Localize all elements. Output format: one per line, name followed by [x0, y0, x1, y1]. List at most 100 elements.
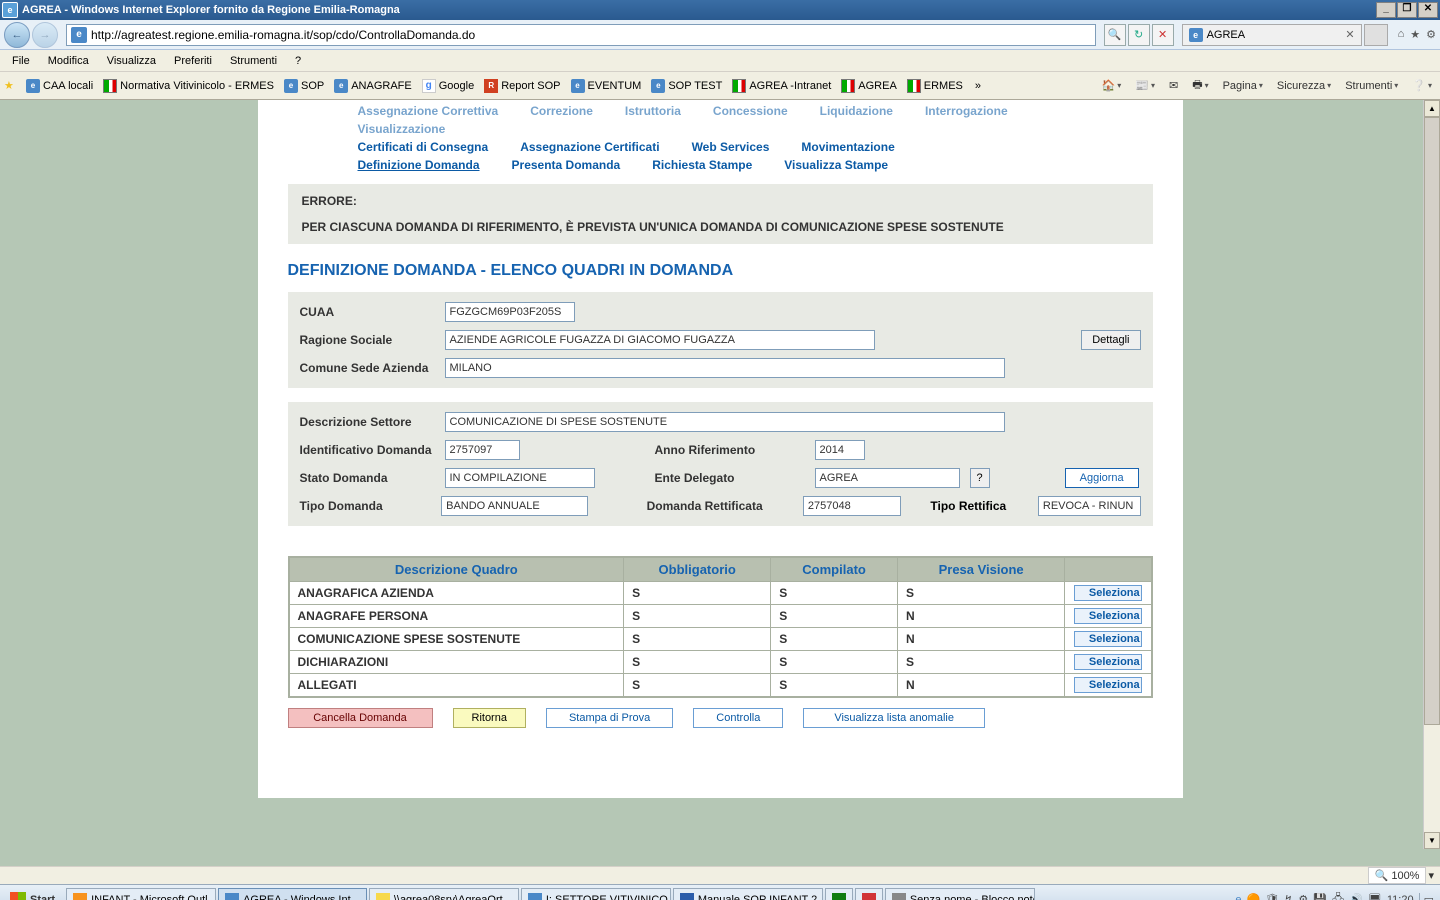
- taskbar-item[interactable]: AGREA - Windows Int...: [218, 888, 367, 900]
- nav-link[interactable]: Interrogazione: [925, 102, 1008, 120]
- bookmarks-overflow-icon[interactable]: »: [975, 80, 981, 92]
- bookmark-item[interactable]: RReport SOP: [480, 77, 564, 95]
- anomalie-button[interactable]: Visualizza lista anomalie: [803, 708, 985, 728]
- home-dropdown[interactable]: 🏠: [1098, 77, 1126, 94]
- tray-icon[interactable]: 🟠: [1246, 893, 1260, 900]
- nav-link[interactable]: Liquidazione: [820, 102, 893, 120]
- tray-icon[interactable]: 🖧: [1332, 890, 1344, 900]
- address-bar[interactable]: e http://agreatest.regione.emilia-romagn…: [66, 24, 1096, 46]
- start-button[interactable]: Start: [0, 887, 65, 900]
- gear-icon[interactable]: ⚙: [1426, 28, 1436, 41]
- tray-icon[interactable]: ↯: [1284, 893, 1293, 900]
- refresh-button[interactable]: ↻: [1128, 24, 1150, 46]
- menu-visualizza[interactable]: Visualizza: [99, 53, 164, 69]
- seleziona-button[interactable]: Seleziona: [1074, 585, 1142, 601]
- taskbar-item[interactable]: [825, 888, 853, 900]
- taskbar-item[interactable]: \\agrea08srv\AgreaOrt...: [369, 888, 519, 900]
- tray-icon[interactable]: 🛡: [1265, 893, 1279, 900]
- tray-icon[interactable]: 🖥: [1368, 893, 1382, 900]
- controlla-button[interactable]: Controlla: [693, 708, 783, 728]
- anno-field[interactable]: 2014: [815, 440, 865, 460]
- home-icon[interactable]: ⌂: [1398, 28, 1405, 41]
- security-menu[interactable]: Sicurezza: [1273, 78, 1335, 94]
- bookmark-item[interactable]: gGoogle: [418, 77, 478, 95]
- seleziona-button[interactable]: Seleziona: [1074, 654, 1142, 670]
- bookmark-item[interactable]: ERMES: [903, 77, 967, 95]
- nav-link[interactable]: Definizione Domanda: [358, 156, 480, 174]
- nav-link[interactable]: Richiesta Stampe: [652, 156, 752, 174]
- tray-icon[interactable]: ⚙: [1298, 893, 1308, 900]
- tray-ie-icon[interactable]: e: [1235, 894, 1241, 900]
- menu-modifica[interactable]: Modifica: [40, 53, 97, 69]
- feeds-dropdown[interactable]: 📰: [1131, 77, 1159, 94]
- bookmark-item[interactable]: eCAA locali: [22, 77, 97, 95]
- tray-volume-icon[interactable]: 🔊: [1349, 893, 1363, 900]
- stampa-button[interactable]: Stampa di Prova: [546, 708, 673, 728]
- help-menu[interactable]: ❔: [1408, 77, 1436, 94]
- minimize-button[interactable]: _: [1376, 2, 1396, 18]
- aggiorna-button[interactable]: Aggiorna: [1065, 468, 1139, 488]
- browser-tab[interactable]: e AGREA ✕: [1182, 24, 1362, 46]
- bookmark-item[interactable]: eSOP: [280, 77, 328, 95]
- bookmark-item[interactable]: eANAGRAFE: [330, 77, 416, 95]
- search-icon[interactable]: 🔍: [1104, 24, 1126, 46]
- bookmark-item[interactable]: AGREA -Intranet: [728, 77, 835, 95]
- taskbar-item[interactable]: [855, 888, 883, 900]
- settore-field[interactable]: COMUNICAZIONE DI SPESE SOSTENUTE: [445, 412, 1005, 432]
- tiporett-field[interactable]: REVOCA - RINUN: [1038, 496, 1141, 516]
- show-desktop-button[interactable]: ▭: [1419, 893, 1434, 900]
- back-button[interactable]: ←: [4, 22, 30, 48]
- stop-button[interactable]: ✕: [1152, 24, 1174, 46]
- taskbar-item[interactable]: I: SETTORE VITIVINICO...: [521, 888, 671, 900]
- nav-link[interactable]: Certificati di Consegna: [358, 138, 489, 156]
- nav-link[interactable]: Assegnazione Correttiva: [358, 102, 499, 120]
- nav-link[interactable]: Movimentazione: [801, 138, 894, 156]
- nav-link[interactable]: Istruttoria: [625, 102, 681, 120]
- seleziona-button[interactable]: Seleziona: [1074, 677, 1142, 693]
- nav-link[interactable]: Correzione: [530, 102, 593, 120]
- menu-file[interactable]: File: [4, 53, 38, 69]
- ritorna-button[interactable]: Ritorna: [453, 708, 526, 728]
- cancella-button[interactable]: Cancella Domanda: [288, 708, 433, 728]
- iddom-field[interactable]: 2757097: [445, 440, 520, 460]
- ente-help-button[interactable]: ?: [970, 468, 990, 488]
- favorites-icon[interactable]: ★: [1410, 28, 1420, 41]
- bookmark-item[interactable]: AGREA: [837, 77, 901, 95]
- nav-link[interactable]: Web Services: [692, 138, 770, 156]
- seleziona-button[interactable]: Seleziona: [1074, 631, 1142, 647]
- ragione-field[interactable]: AZIENDE AGRICOLE FUGAZZA DI GIACOMO FUGA…: [445, 330, 875, 350]
- tray-clock[interactable]: 11:20: [1387, 894, 1414, 900]
- nav-link[interactable]: Assegnazione Certificati: [520, 138, 659, 156]
- scroll-down-icon[interactable]: ▼: [1424, 832, 1440, 849]
- ente-field[interactable]: AGREA: [815, 468, 960, 488]
- vertical-scrollbar[interactable]: ▲ ▼: [1423, 100, 1440, 849]
- scroll-up-icon[interactable]: ▲: [1424, 100, 1440, 117]
- bookmark-item[interactable]: eEVENTUM: [567, 77, 646, 95]
- menu-preferiti[interactable]: Preferiti: [166, 53, 220, 69]
- page-menu[interactable]: Pagina: [1219, 78, 1267, 94]
- mail-button[interactable]: ✉: [1165, 77, 1182, 94]
- bookmark-item[interactable]: Normativa Vitivinicolo - ERMES: [99, 77, 278, 95]
- nav-link[interactable]: Visualizzazione: [358, 120, 446, 138]
- tools-menu[interactable]: Strumenti: [1341, 78, 1402, 94]
- add-favorite-icon[interactable]: ★: [4, 79, 18, 93]
- tab-close-icon[interactable]: ✕: [1345, 28, 1354, 41]
- menu-help[interactable]: ?: [287, 53, 309, 69]
- dettagli-button[interactable]: Dettagli: [1081, 330, 1140, 350]
- taskbar-item[interactable]: Manuale SOP INFANT 2...: [673, 888, 823, 900]
- domrett-field[interactable]: 2757048: [803, 496, 901, 516]
- seleziona-button[interactable]: Seleziona: [1074, 608, 1142, 624]
- tray-icon[interactable]: 💾: [1313, 893, 1327, 900]
- zoom-indicator[interactable]: 🔍 100%: [1368, 867, 1427, 884]
- forward-button[interactable]: →: [32, 22, 58, 48]
- nav-link[interactable]: Concessione: [713, 102, 788, 120]
- taskbar-item[interactable]: Senza nome - Blocco note: [885, 888, 1035, 900]
- comune-field[interactable]: MILANO: [445, 358, 1005, 378]
- new-tab-button[interactable]: [1364, 24, 1388, 46]
- tipod-field[interactable]: BANDO ANNUALE: [441, 496, 588, 516]
- close-button[interactable]: ✕: [1418, 2, 1438, 18]
- stato-field[interactable]: IN COMPILAZIONE: [445, 468, 595, 488]
- taskbar-item[interactable]: INFANT - Microsoft Outl...: [66, 888, 216, 900]
- maximize-button[interactable]: ❐: [1397, 2, 1417, 18]
- print-dropdown[interactable]: 🖶: [1188, 74, 1212, 97]
